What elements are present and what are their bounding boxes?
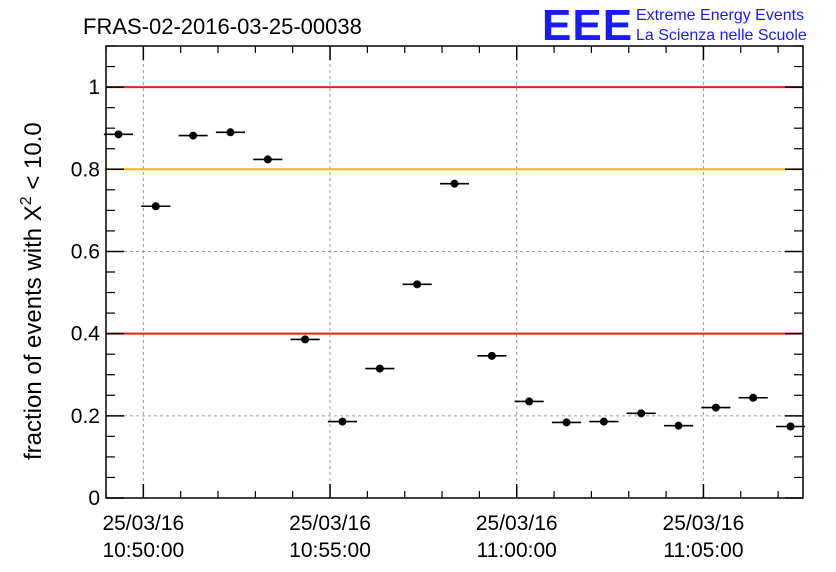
data-point bbox=[786, 422, 795, 431]
x-tick-label-date: 25/03/16 bbox=[476, 512, 558, 535]
y-axis-title-tail: < 10.0 bbox=[20, 122, 47, 196]
x-tick-labels: 25/03/16 10:50:00 25/03/16 10:55:00 25/03/16… bbox=[102, 512, 744, 562]
x-tick-label-date: 25/03/16 bbox=[289, 512, 371, 535]
data-point bbox=[637, 409, 646, 418]
data-point bbox=[450, 179, 459, 188]
y-tick-label: 0.6 bbox=[71, 240, 100, 263]
data-point bbox=[525, 397, 534, 406]
eee-logo-mark: EEE bbox=[542, 1, 633, 50]
reference-lines bbox=[106, 86, 803, 335]
data-point bbox=[114, 130, 123, 139]
logo-line-2: La Scienza nelle Scuole bbox=[636, 27, 807, 44]
data-point bbox=[562, 418, 571, 427]
y-tick-label: 0 bbox=[88, 487, 100, 510]
x-tick-label-time: 10:50:00 bbox=[102, 539, 184, 562]
eee-logo: EEE Extreme Energy Events La Scienza nel… bbox=[542, 1, 807, 50]
data-point bbox=[375, 364, 384, 373]
data-point bbox=[338, 417, 347, 426]
data-point bbox=[487, 351, 496, 360]
data-point bbox=[189, 131, 198, 140]
y-tick-labels: 0 0.2 0.4 0.6 0.8 1 bbox=[71, 76, 101, 510]
data-point bbox=[301, 335, 310, 344]
chart-title: FRAS-02-2016-03-25-00038 bbox=[83, 14, 362, 39]
data-point bbox=[263, 155, 272, 164]
y-tick-label: 0.4 bbox=[71, 323, 101, 346]
data-point bbox=[413, 280, 422, 289]
data-point bbox=[711, 403, 720, 412]
y-axis-title-main: fraction of events with X bbox=[20, 205, 47, 460]
data-point bbox=[674, 421, 683, 430]
x-tick-label-time: 11:00:00 bbox=[477, 539, 557, 562]
axis-ticks bbox=[105, 45, 803, 499]
y-axis-title-sup: 2 bbox=[18, 196, 35, 205]
data-point bbox=[226, 128, 235, 137]
x-tick-label-date: 25/03/16 bbox=[102, 512, 184, 535]
y-tick-label: 0.8 bbox=[71, 158, 100, 181]
data-point bbox=[599, 417, 608, 426]
x-tick-label-date: 25/03/16 bbox=[663, 512, 745, 535]
data-point bbox=[151, 202, 160, 211]
y-axis-title: fraction of events with X2 < 10.0 bbox=[18, 122, 47, 460]
y-tick-label: 0.2 bbox=[71, 405, 100, 428]
y-tick-label: 1 bbox=[88, 76, 100, 99]
x-tick-label-time: 11:05:00 bbox=[663, 539, 743, 562]
logo-line-1: Extreme Energy Events bbox=[636, 7, 804, 24]
x-tick-label-time: 10:55:00 bbox=[289, 539, 371, 562]
data-point bbox=[749, 393, 758, 402]
data-points bbox=[103, 128, 806, 431]
